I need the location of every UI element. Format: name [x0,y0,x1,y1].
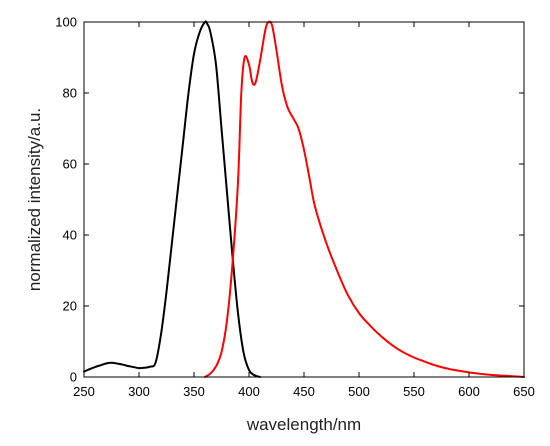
plot-frame [83,21,525,378]
x-tick-label: 550 [403,384,425,399]
y-tick-label: 0 [70,370,77,385]
x-tick-label: 350 [183,384,205,399]
series-line-red [204,20,525,378]
y-tick-label: 80 [63,86,77,101]
x-axis-ticks: 250 300 350 400 450 500 550 600 650 [73,22,535,399]
x-tick-label: 650 [513,384,535,399]
x-tick-label: 600 [458,384,480,399]
x-tick-label: 400 [238,384,260,399]
x-tick-label: 300 [128,384,150,399]
y-tick-label: 20 [63,299,77,314]
plot-area [83,20,525,378]
x-axis-title: wavelength/nm [246,415,361,434]
y-axis-ticks: 0 20 40 60 80 100 [55,15,524,385]
x-tick-label: 500 [348,384,370,399]
series-line-black [83,20,261,378]
x-tick-label: 250 [73,384,95,399]
y-axis-title: normalized intensity/a.u. [25,108,44,291]
y-tick-label: 60 [63,157,77,172]
y-tick-label: 40 [63,228,77,243]
y-tick-label: 100 [55,15,77,30]
x-tick-label: 450 [293,384,315,399]
